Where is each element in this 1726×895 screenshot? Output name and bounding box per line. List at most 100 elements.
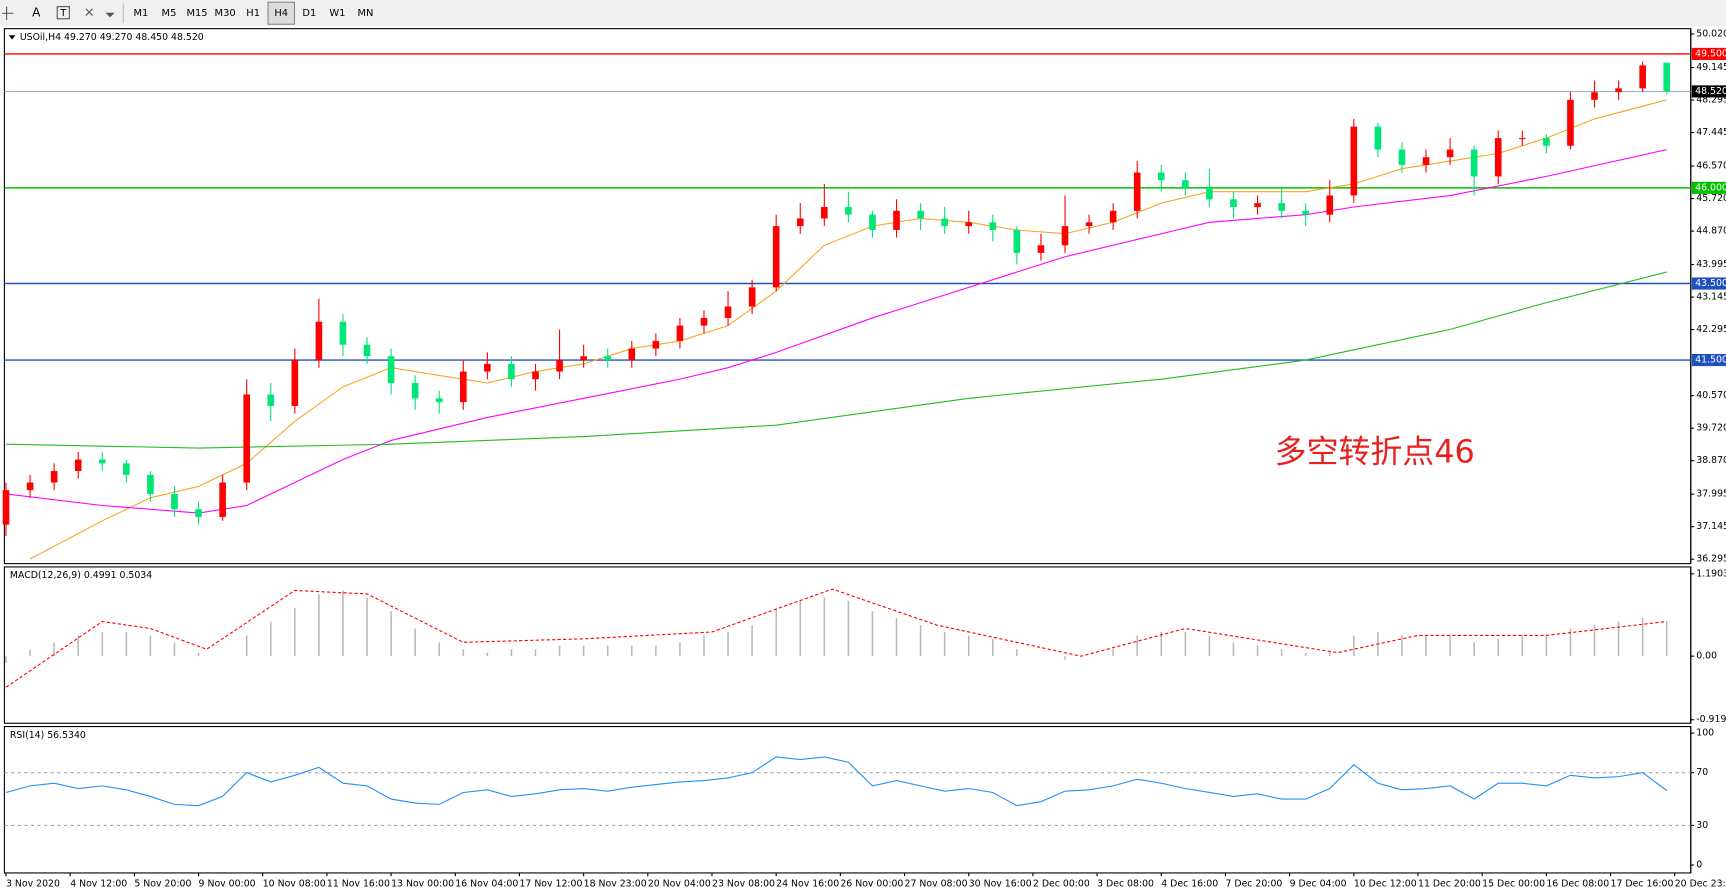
candle-body xyxy=(1061,226,1069,246)
candle-body xyxy=(1639,65,1646,89)
y-tick-label: 40.570 xyxy=(1696,390,1726,401)
timeframe-button[interactable] xyxy=(127,2,155,25)
panel: 1.1903 0.00 -0.9196 MACD(12,26,9) 0.4991 0.… xyxy=(3,566,1726,725)
x-tick-label: 9 Nov 00:00 xyxy=(199,878,256,889)
x-tick-label: 13 Nov 00:00 xyxy=(391,878,454,889)
candle-body xyxy=(989,222,997,230)
candle-body xyxy=(1037,245,1045,253)
candle-body xyxy=(291,360,299,406)
candle-body xyxy=(580,356,587,361)
level-label: 43.500 xyxy=(1695,278,1726,289)
timeframe-button[interactable] xyxy=(239,2,267,25)
crosshair-tool[interactable] xyxy=(2,6,14,20)
candle-body xyxy=(411,383,419,399)
x-tick-label: 17 Nov 12:00 xyxy=(519,878,582,889)
y-tick-label: 38.870 xyxy=(1696,455,1726,466)
timeframe-button[interactable] xyxy=(267,1,296,25)
x-tick-label: 23 Nov 08:00 xyxy=(712,878,775,889)
timeframe-button[interactable] xyxy=(352,2,379,25)
candle-body xyxy=(917,210,924,219)
y-tick-label: -0.9196 xyxy=(1696,714,1726,725)
level-label-bg xyxy=(1691,85,1726,98)
candle-body xyxy=(1085,222,1093,227)
y-tick-label: 44.870 xyxy=(1696,226,1726,237)
y-tick-label: 45.720 xyxy=(1696,193,1726,204)
candle-body xyxy=(315,321,323,361)
timeframe-button[interactable] xyxy=(183,2,211,25)
panel-title: RSI(14) 56.5340 xyxy=(10,730,86,741)
panel: 50.020 49.145 48.295 47.445 46.570 45.720 44.8… xyxy=(2,28,1726,565)
candle-body xyxy=(772,226,780,288)
timeframe-button[interactable] xyxy=(296,2,323,25)
x-tick-label: 20 Dec 23:00 xyxy=(1675,878,1726,889)
y-tick-label: 46.570 xyxy=(1696,161,1726,172)
svg-text:T: T xyxy=(59,8,67,19)
x-tick-label: 26 Nov 00:00 xyxy=(840,878,903,889)
y-tick-label: 70 xyxy=(1696,767,1708,778)
timeframe-label[interactable]: M15 xyxy=(186,8,207,19)
x-tick-label: 3 Nov 2020 xyxy=(6,878,60,889)
candle-body xyxy=(1278,203,1285,211)
candle-body xyxy=(147,474,154,494)
timeframe-label[interactable]: W1 xyxy=(329,8,345,19)
timeframes: M1 M5 M15 M30 H1 H4 D1 W1 MN xyxy=(127,1,379,25)
moving-average xyxy=(6,271,1667,449)
moving-average xyxy=(5,149,1667,514)
x-tick-label: 16 Dec 08:00 xyxy=(1546,878,1609,889)
text-tool[interactable]: A xyxy=(32,6,41,20)
candle-body xyxy=(387,356,395,384)
x-tick-label: 18 Nov 23:00 xyxy=(584,878,647,889)
signal-line xyxy=(5,588,1667,688)
candle-body xyxy=(1230,199,1237,207)
candle-body xyxy=(435,398,443,403)
timeframe-button[interactable] xyxy=(211,2,239,25)
timeframe-label[interactable]: M1 xyxy=(133,8,148,19)
candle-body xyxy=(532,371,539,380)
candle-body xyxy=(821,206,828,219)
level-label: 46.000 xyxy=(1695,182,1726,193)
x-tick-label: 27 Nov 08:00 xyxy=(905,878,968,889)
timeframe-label[interactable]: H4 xyxy=(274,8,288,19)
timeframe-label[interactable]: M30 xyxy=(215,8,236,19)
candle-body xyxy=(50,471,58,483)
timeframe-label[interactable]: D1 xyxy=(302,8,316,19)
timeframe-button[interactable] xyxy=(324,2,351,25)
candle-body xyxy=(724,306,732,318)
y-tick-label: 49.145 xyxy=(1696,62,1726,73)
x-tick-label: 11 Nov 16:00 xyxy=(327,878,390,889)
candle-body xyxy=(339,321,347,345)
y-tick-label: 0.00 xyxy=(1696,651,1717,662)
level-label: 49.500 xyxy=(1695,48,1726,59)
timeframe-button[interactable] xyxy=(155,2,183,25)
candle-body xyxy=(219,482,226,517)
candle-body xyxy=(1567,99,1574,146)
candle-body xyxy=(1013,229,1021,253)
candle-body xyxy=(652,340,660,349)
candle-body xyxy=(1470,149,1478,177)
candle-body xyxy=(26,482,34,491)
level-label-bg xyxy=(1691,47,1726,60)
panel-title: USOil,H4 49.270 49.270 48.450 48.520 xyxy=(20,32,204,43)
candle-body xyxy=(2,490,10,525)
timeframe-label[interactable]: H1 xyxy=(246,8,260,19)
timeframe-label[interactable]: M5 xyxy=(162,8,177,19)
panel: 100 70 30 0 RSI(14) 56.5340 3 Nov 2020 4 Nov 1… xyxy=(3,725,1726,889)
shapes-tool[interactable] xyxy=(85,8,115,18)
candle-body xyxy=(700,317,708,326)
x-tick-label: 5 Nov 20:00 xyxy=(134,878,191,889)
candle-body xyxy=(267,394,275,406)
y-tick-label: 30 xyxy=(1696,820,1708,831)
x-tick-label: 17 Dec 16:00 xyxy=(1611,878,1674,889)
y-tick-label: 42.295 xyxy=(1696,324,1726,335)
label-tool[interactable]: T xyxy=(56,6,70,20)
candle-body xyxy=(484,363,491,372)
timeframe-label[interactable]: MN xyxy=(357,8,373,19)
y-tick-label: 43.145 xyxy=(1696,292,1726,303)
y-tick-label: 43.995 xyxy=(1696,259,1726,270)
candle-body xyxy=(1182,180,1189,188)
x-tick-label: 20 Nov 04:00 xyxy=(648,878,711,889)
candle-body xyxy=(195,509,202,517)
candle-body xyxy=(748,287,756,307)
level-label: 41.500 xyxy=(1695,355,1726,366)
